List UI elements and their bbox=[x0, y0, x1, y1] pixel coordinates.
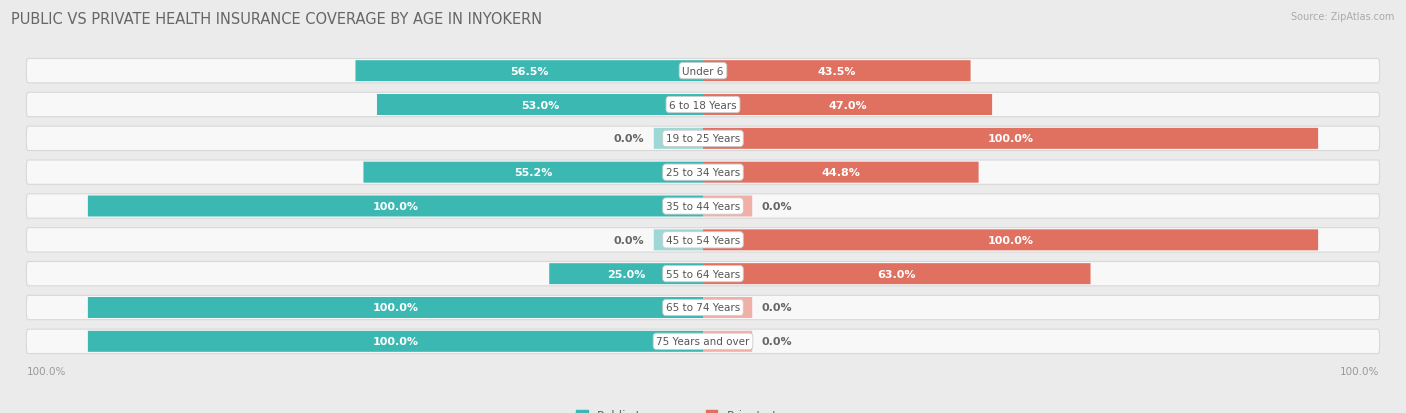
Text: 100.0%: 100.0% bbox=[373, 337, 419, 347]
Text: 0.0%: 0.0% bbox=[762, 337, 792, 347]
FancyBboxPatch shape bbox=[703, 230, 1319, 251]
FancyBboxPatch shape bbox=[377, 95, 703, 116]
FancyBboxPatch shape bbox=[87, 297, 703, 318]
Text: 0.0%: 0.0% bbox=[762, 303, 792, 313]
FancyBboxPatch shape bbox=[703, 263, 1091, 285]
Text: 35 to 44 Years: 35 to 44 Years bbox=[666, 202, 740, 211]
FancyBboxPatch shape bbox=[703, 331, 752, 352]
Text: 6 to 18 Years: 6 to 18 Years bbox=[669, 100, 737, 110]
FancyBboxPatch shape bbox=[27, 127, 1379, 151]
FancyBboxPatch shape bbox=[27, 195, 1379, 218]
Legend: Public Insurance, Private Insurance: Public Insurance, Private Insurance bbox=[571, 404, 835, 413]
Text: 100.0%: 100.0% bbox=[373, 303, 419, 313]
FancyBboxPatch shape bbox=[27, 93, 1379, 117]
FancyBboxPatch shape bbox=[654, 128, 703, 150]
Text: 45 to 54 Years: 45 to 54 Years bbox=[666, 235, 740, 245]
Text: 0.0%: 0.0% bbox=[614, 235, 644, 245]
FancyBboxPatch shape bbox=[27, 228, 1379, 252]
FancyBboxPatch shape bbox=[27, 161, 1379, 185]
Text: 25.0%: 25.0% bbox=[607, 269, 645, 279]
Text: Under 6: Under 6 bbox=[682, 66, 724, 76]
Text: Source: ZipAtlas.com: Source: ZipAtlas.com bbox=[1291, 12, 1395, 22]
FancyBboxPatch shape bbox=[27, 262, 1379, 286]
Text: 55 to 64 Years: 55 to 64 Years bbox=[666, 269, 740, 279]
Text: 100.0%: 100.0% bbox=[987, 134, 1033, 144]
Text: 0.0%: 0.0% bbox=[762, 202, 792, 211]
FancyBboxPatch shape bbox=[356, 61, 703, 82]
Text: 63.0%: 63.0% bbox=[877, 269, 917, 279]
Text: 75 Years and over: 75 Years and over bbox=[657, 337, 749, 347]
FancyBboxPatch shape bbox=[87, 331, 703, 352]
FancyBboxPatch shape bbox=[654, 230, 703, 251]
FancyBboxPatch shape bbox=[87, 196, 703, 217]
Text: 19 to 25 Years: 19 to 25 Years bbox=[666, 134, 740, 144]
Text: 44.8%: 44.8% bbox=[821, 168, 860, 178]
FancyBboxPatch shape bbox=[363, 162, 703, 183]
Text: 43.5%: 43.5% bbox=[817, 66, 856, 76]
Text: 0.0%: 0.0% bbox=[614, 134, 644, 144]
Text: 100.0%: 100.0% bbox=[1340, 366, 1379, 376]
Text: 65 to 74 Years: 65 to 74 Years bbox=[666, 303, 740, 313]
FancyBboxPatch shape bbox=[27, 329, 1379, 354]
FancyBboxPatch shape bbox=[703, 297, 752, 318]
Text: 53.0%: 53.0% bbox=[520, 100, 560, 110]
FancyBboxPatch shape bbox=[27, 296, 1379, 320]
Text: 100.0%: 100.0% bbox=[27, 366, 66, 376]
Text: 25 to 34 Years: 25 to 34 Years bbox=[666, 168, 740, 178]
FancyBboxPatch shape bbox=[703, 61, 970, 82]
FancyBboxPatch shape bbox=[27, 59, 1379, 84]
Text: 56.5%: 56.5% bbox=[510, 66, 548, 76]
FancyBboxPatch shape bbox=[703, 162, 979, 183]
Text: PUBLIC VS PRIVATE HEALTH INSURANCE COVERAGE BY AGE IN INYOKERN: PUBLIC VS PRIVATE HEALTH INSURANCE COVER… bbox=[11, 12, 543, 27]
FancyBboxPatch shape bbox=[703, 95, 993, 116]
FancyBboxPatch shape bbox=[703, 128, 1319, 150]
Text: 47.0%: 47.0% bbox=[828, 100, 868, 110]
Text: 100.0%: 100.0% bbox=[373, 202, 419, 211]
Text: 55.2%: 55.2% bbox=[515, 168, 553, 178]
FancyBboxPatch shape bbox=[703, 196, 752, 217]
Text: 100.0%: 100.0% bbox=[987, 235, 1033, 245]
FancyBboxPatch shape bbox=[550, 263, 703, 285]
